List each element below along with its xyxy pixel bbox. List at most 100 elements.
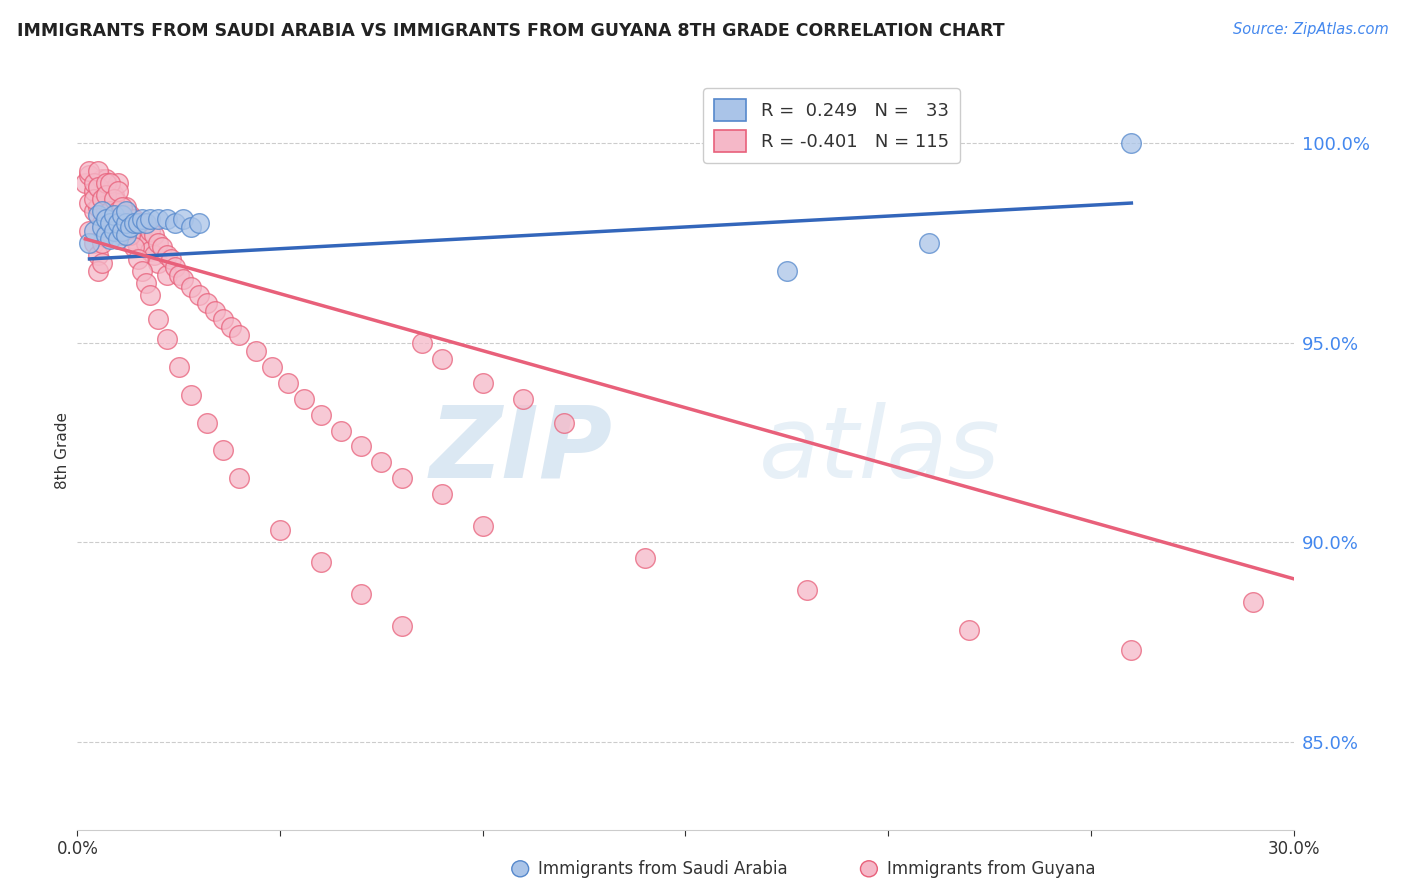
Point [111, 224, 134, 238]
Point [127, 216, 149, 230]
Point [776, 264, 799, 278]
Point [1323, 623, 1346, 637]
Point [553, 416, 575, 430]
Point [90, 256, 112, 270]
Point [98, 216, 121, 230]
Point [94, 204, 117, 219]
Point [118, 208, 141, 222]
Point [309, 555, 332, 569]
Point [228, 471, 250, 485]
Point [212, 443, 235, 458]
Legend: R =  0.249   N =   33, R = -0.401   N = 115: R = 0.249 N = 33, R = -0.401 N = 115 [703, 88, 960, 162]
Point [111, 200, 134, 214]
Point [127, 219, 149, 234]
Point [148, 256, 170, 270]
Point [135, 216, 157, 230]
Point [107, 184, 129, 198]
Point [118, 219, 141, 234]
Point [391, 619, 413, 633]
Point [122, 216, 145, 230]
Point [148, 311, 170, 326]
Point [1121, 136, 1143, 151]
Point [115, 216, 138, 230]
Point [103, 224, 125, 238]
Point [131, 264, 153, 278]
Point [90, 192, 112, 206]
Point [188, 288, 211, 302]
Point [277, 376, 299, 390]
Point [471, 376, 494, 390]
Point [83, 204, 105, 219]
Point [155, 248, 177, 262]
Point [83, 192, 105, 206]
Point [103, 208, 125, 222]
Point [155, 332, 177, 346]
Point [957, 623, 980, 637]
Point [139, 288, 162, 302]
Point [115, 219, 138, 234]
Point [107, 176, 129, 190]
Point [86, 164, 108, 178]
Point [122, 232, 145, 246]
Point [195, 416, 218, 430]
Point [167, 359, 190, 374]
Point [90, 172, 112, 186]
Point [430, 487, 453, 501]
Point [350, 587, 373, 601]
Point [391, 471, 413, 485]
Point [131, 227, 153, 242]
Text: Immigrants from Guyana: Immigrants from Guyana [887, 860, 1095, 878]
Point [86, 264, 108, 278]
Point [86, 180, 108, 194]
Point [370, 455, 392, 469]
Point [94, 212, 117, 227]
Point [103, 219, 125, 234]
Point [115, 204, 138, 219]
Point [111, 227, 134, 242]
Point [79, 168, 101, 182]
Point [122, 240, 145, 254]
Point [90, 235, 112, 250]
Point [98, 176, 121, 190]
Point [94, 176, 117, 190]
Point [139, 244, 162, 258]
Point [79, 235, 101, 250]
Point [471, 519, 494, 533]
Point [143, 227, 166, 242]
Point [411, 335, 433, 350]
Point [163, 216, 186, 230]
Point [98, 216, 121, 230]
Point [139, 212, 162, 227]
Point [83, 235, 105, 250]
Point [167, 268, 190, 282]
Point [86, 248, 108, 262]
Point [107, 204, 129, 219]
Point [135, 216, 157, 230]
Point [98, 204, 121, 219]
Y-axis label: 8th Grade: 8th Grade [55, 412, 70, 489]
Point [98, 196, 121, 211]
Point [180, 280, 202, 294]
Point [86, 208, 108, 222]
Point [350, 440, 373, 454]
Point [221, 319, 243, 334]
Point [127, 240, 149, 254]
Point [127, 252, 149, 266]
Point [90, 204, 112, 219]
Point [86, 180, 108, 194]
Point [204, 303, 226, 318]
Point [152, 240, 174, 254]
Point [155, 268, 177, 282]
Point [118, 227, 141, 242]
Point [212, 311, 235, 326]
Point [103, 200, 125, 214]
Point [111, 208, 134, 222]
Point [111, 208, 134, 222]
Point [103, 192, 125, 206]
Point [430, 351, 453, 366]
Text: Immigrants from Saudi Arabia: Immigrants from Saudi Arabia [538, 860, 789, 878]
Point [83, 224, 105, 238]
Point [107, 232, 129, 246]
Point [94, 188, 117, 202]
Point [329, 424, 352, 438]
